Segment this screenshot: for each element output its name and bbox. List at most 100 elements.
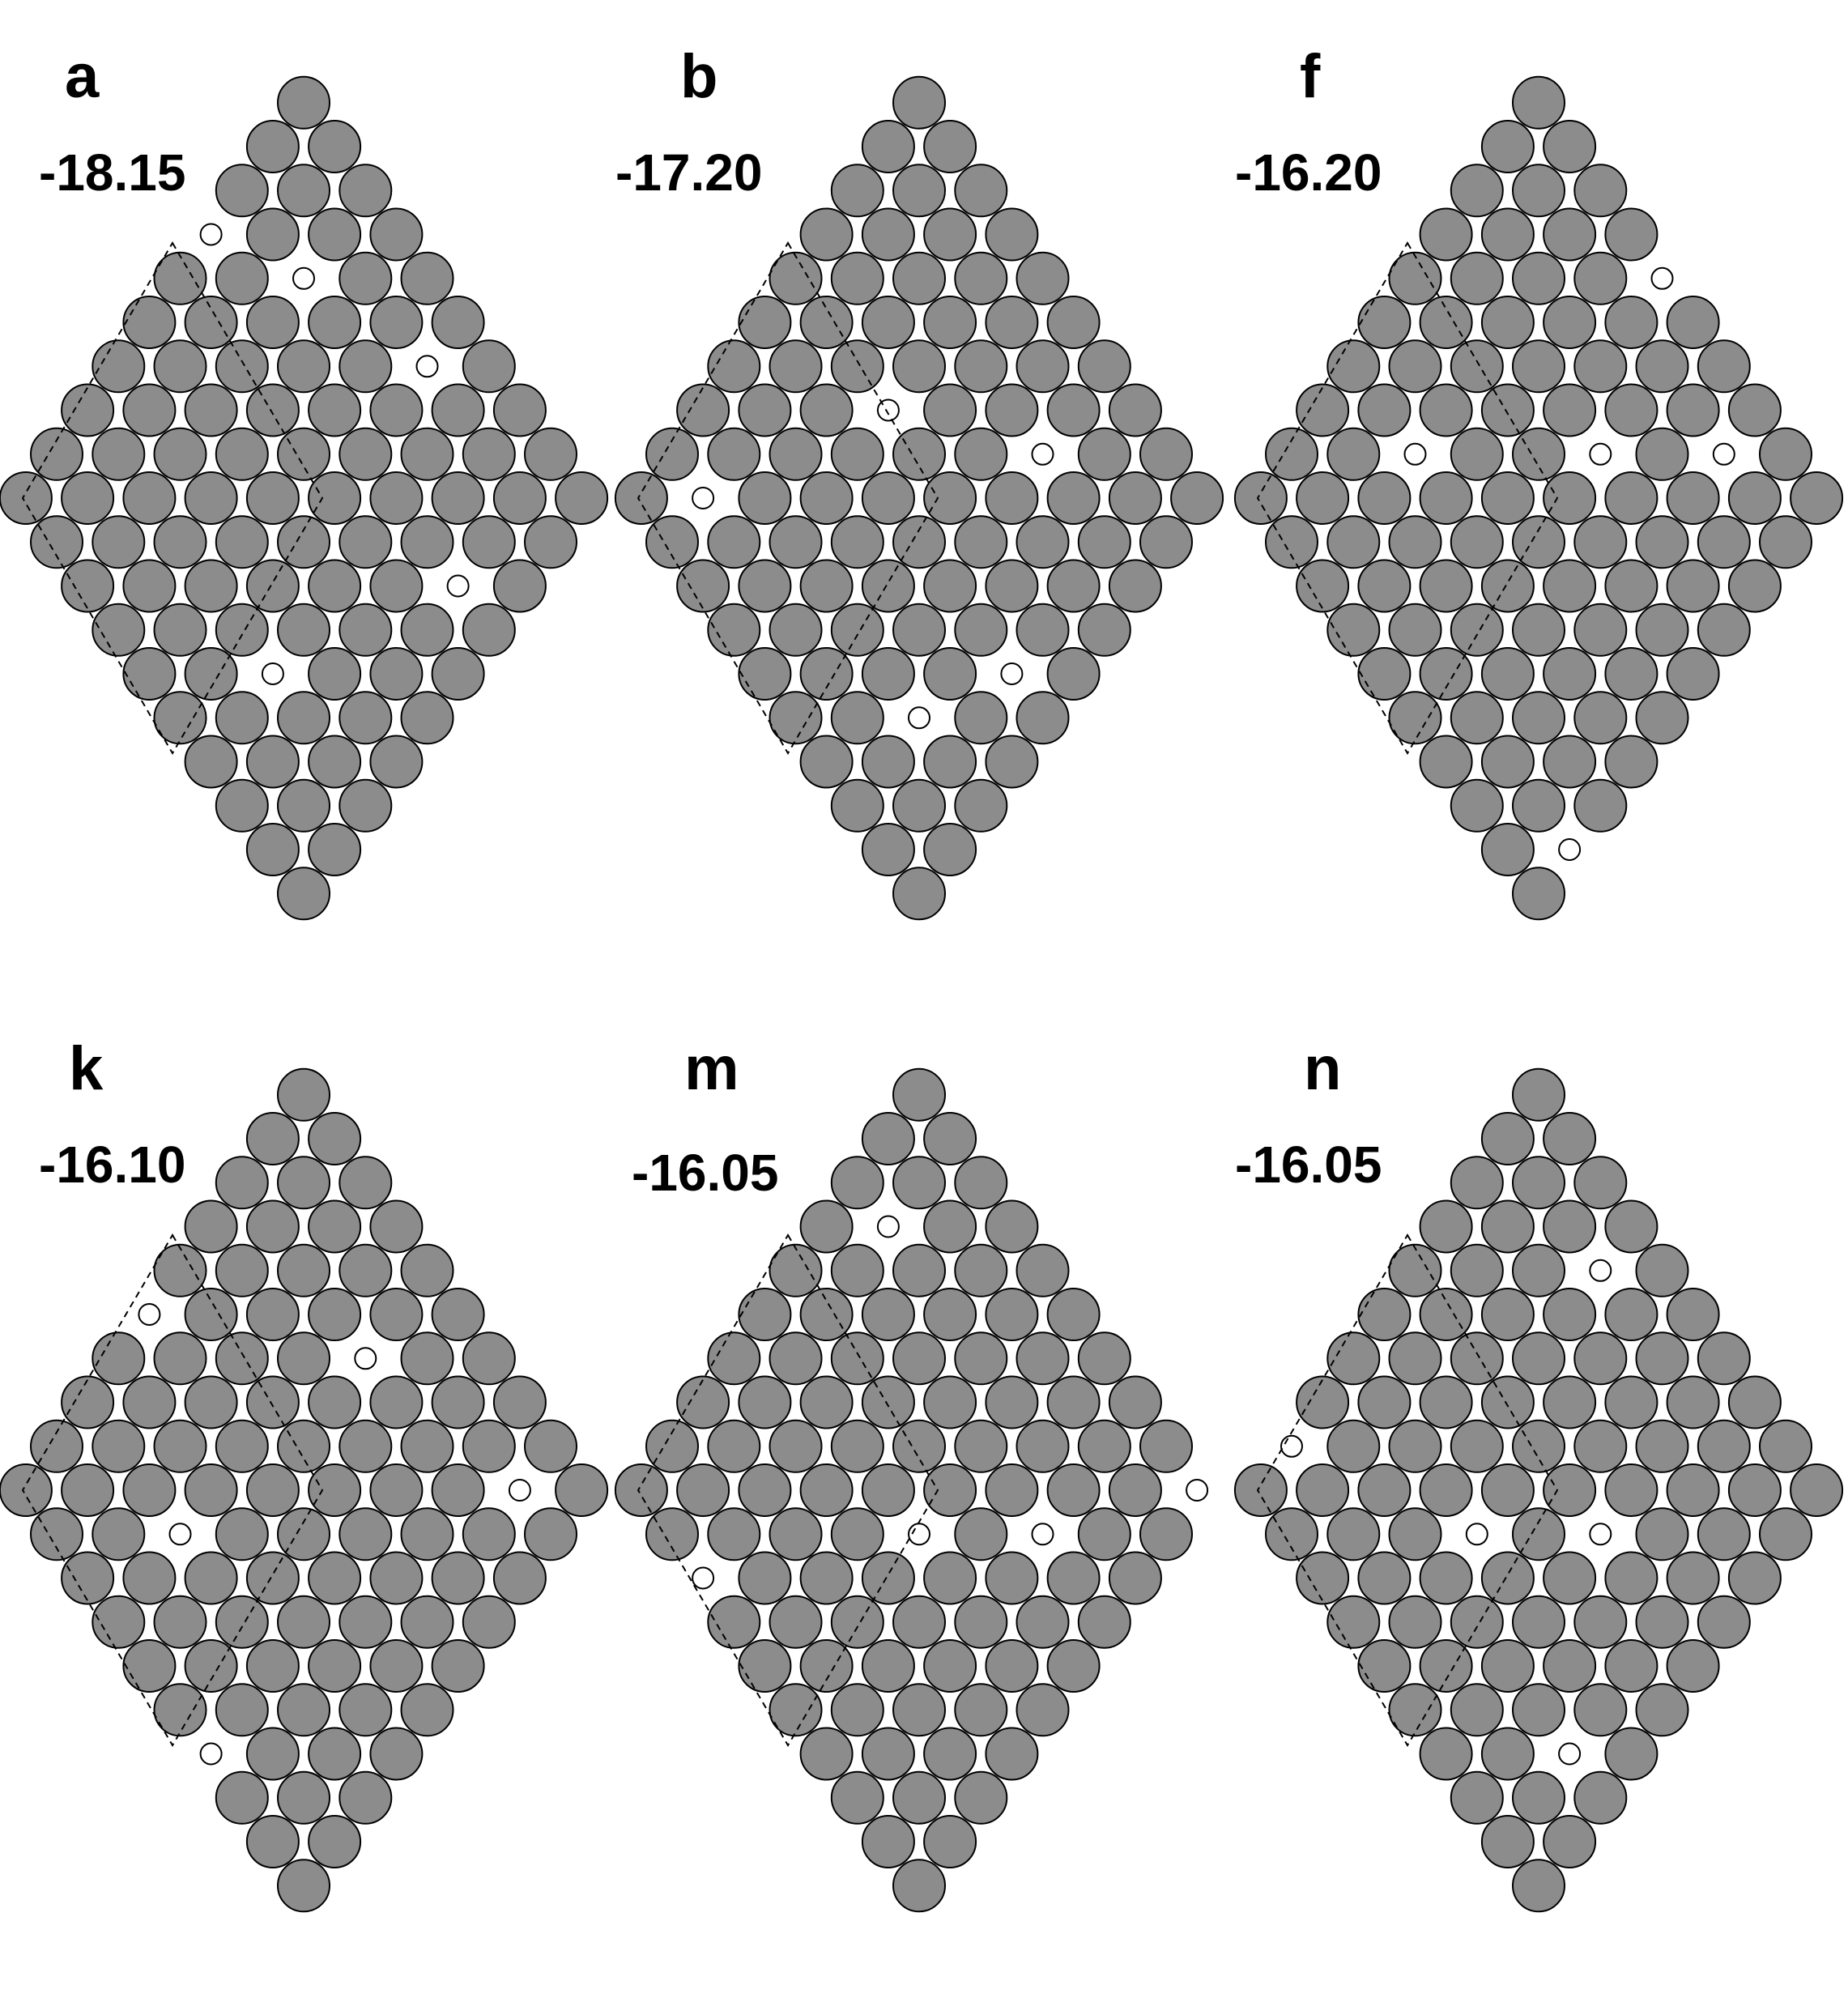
atom xyxy=(462,1419,516,1473)
atom xyxy=(830,1595,884,1649)
atom xyxy=(1450,1156,1504,1210)
atom xyxy=(830,691,884,745)
atom xyxy=(799,647,854,701)
atom xyxy=(830,515,884,569)
atom xyxy=(1326,515,1381,569)
atom xyxy=(184,1551,238,1605)
atom xyxy=(676,1463,730,1517)
atom xyxy=(707,1595,761,1649)
atom xyxy=(830,603,884,657)
atom xyxy=(769,691,823,745)
atom xyxy=(1046,1639,1101,1693)
atom xyxy=(308,1288,362,1341)
atom xyxy=(1388,1595,1442,1649)
atom xyxy=(769,515,823,569)
atom xyxy=(215,251,269,305)
atom xyxy=(339,164,393,218)
panel-energy: -16.05 xyxy=(632,1144,778,1202)
atom xyxy=(954,1683,1008,1737)
panel-letter: f xyxy=(1300,42,1321,111)
atom xyxy=(1543,735,1597,789)
atom xyxy=(245,823,300,876)
atom xyxy=(1108,471,1162,525)
atom xyxy=(308,1551,362,1605)
atom xyxy=(1543,1375,1597,1429)
atom xyxy=(1635,603,1689,657)
atom xyxy=(1046,1463,1101,1517)
atom xyxy=(369,1288,424,1341)
atom xyxy=(954,1419,1008,1473)
panel-energy: -18.15 xyxy=(39,143,185,202)
atom xyxy=(1480,647,1535,701)
atom xyxy=(738,471,792,525)
atom xyxy=(524,1419,577,1473)
atom xyxy=(1666,1288,1720,1341)
atom xyxy=(1016,1243,1070,1297)
atom xyxy=(153,603,207,657)
atom xyxy=(431,471,485,525)
vacancy-site xyxy=(908,1523,930,1546)
atom xyxy=(462,1331,516,1386)
atom xyxy=(400,603,454,657)
atom xyxy=(277,1683,330,1737)
atom xyxy=(215,164,269,218)
atom xyxy=(830,1156,884,1210)
atom xyxy=(339,603,393,657)
atom xyxy=(830,427,884,481)
panel-n: n -16.05 xyxy=(1233,1034,1844,1913)
atom xyxy=(1604,383,1659,437)
atom xyxy=(1759,427,1812,481)
atom xyxy=(1139,515,1193,569)
atom xyxy=(892,339,946,394)
atom xyxy=(738,1288,792,1341)
atom xyxy=(1046,471,1101,525)
atom xyxy=(339,515,393,569)
atom xyxy=(1635,339,1689,394)
atom xyxy=(1077,339,1131,394)
unit-cell-outline xyxy=(1256,1233,1559,1747)
vacancy-site xyxy=(1650,266,1674,290)
atom xyxy=(277,778,330,833)
atom xyxy=(1512,691,1565,745)
atom xyxy=(892,603,946,657)
atom xyxy=(462,1595,516,1649)
atom xyxy=(1512,1067,1565,1122)
atom xyxy=(277,427,330,481)
atom xyxy=(1233,471,1288,525)
atom xyxy=(308,735,362,789)
atom xyxy=(985,383,1039,437)
atom xyxy=(1450,603,1504,657)
atom xyxy=(277,1859,330,1913)
atom xyxy=(954,1331,1008,1386)
atom xyxy=(985,207,1039,262)
atom xyxy=(799,1727,854,1781)
lattice xyxy=(614,1067,1209,1913)
atom xyxy=(92,515,146,569)
atom xyxy=(245,471,300,525)
atom xyxy=(431,1639,485,1693)
atom xyxy=(184,471,238,525)
atom xyxy=(954,427,1008,481)
atom xyxy=(1388,1507,1442,1561)
atom xyxy=(1666,559,1720,613)
atom xyxy=(1543,1199,1597,1254)
atom xyxy=(184,1375,238,1429)
atom xyxy=(985,1639,1039,1693)
atom xyxy=(954,1156,1008,1210)
atom xyxy=(153,339,207,394)
atom xyxy=(799,207,854,262)
atom xyxy=(1666,1551,1720,1605)
atom xyxy=(1108,1551,1162,1605)
atom xyxy=(215,1595,269,1649)
atom xyxy=(1450,1595,1504,1649)
atom xyxy=(1480,1375,1535,1429)
atom xyxy=(122,559,177,613)
atom xyxy=(1016,1419,1070,1473)
atom xyxy=(339,1595,393,1649)
atom xyxy=(1357,1375,1412,1429)
atom xyxy=(1388,1243,1442,1297)
atom xyxy=(1573,691,1628,745)
atom xyxy=(861,1288,915,1341)
atom xyxy=(339,778,393,833)
atom xyxy=(308,383,362,437)
